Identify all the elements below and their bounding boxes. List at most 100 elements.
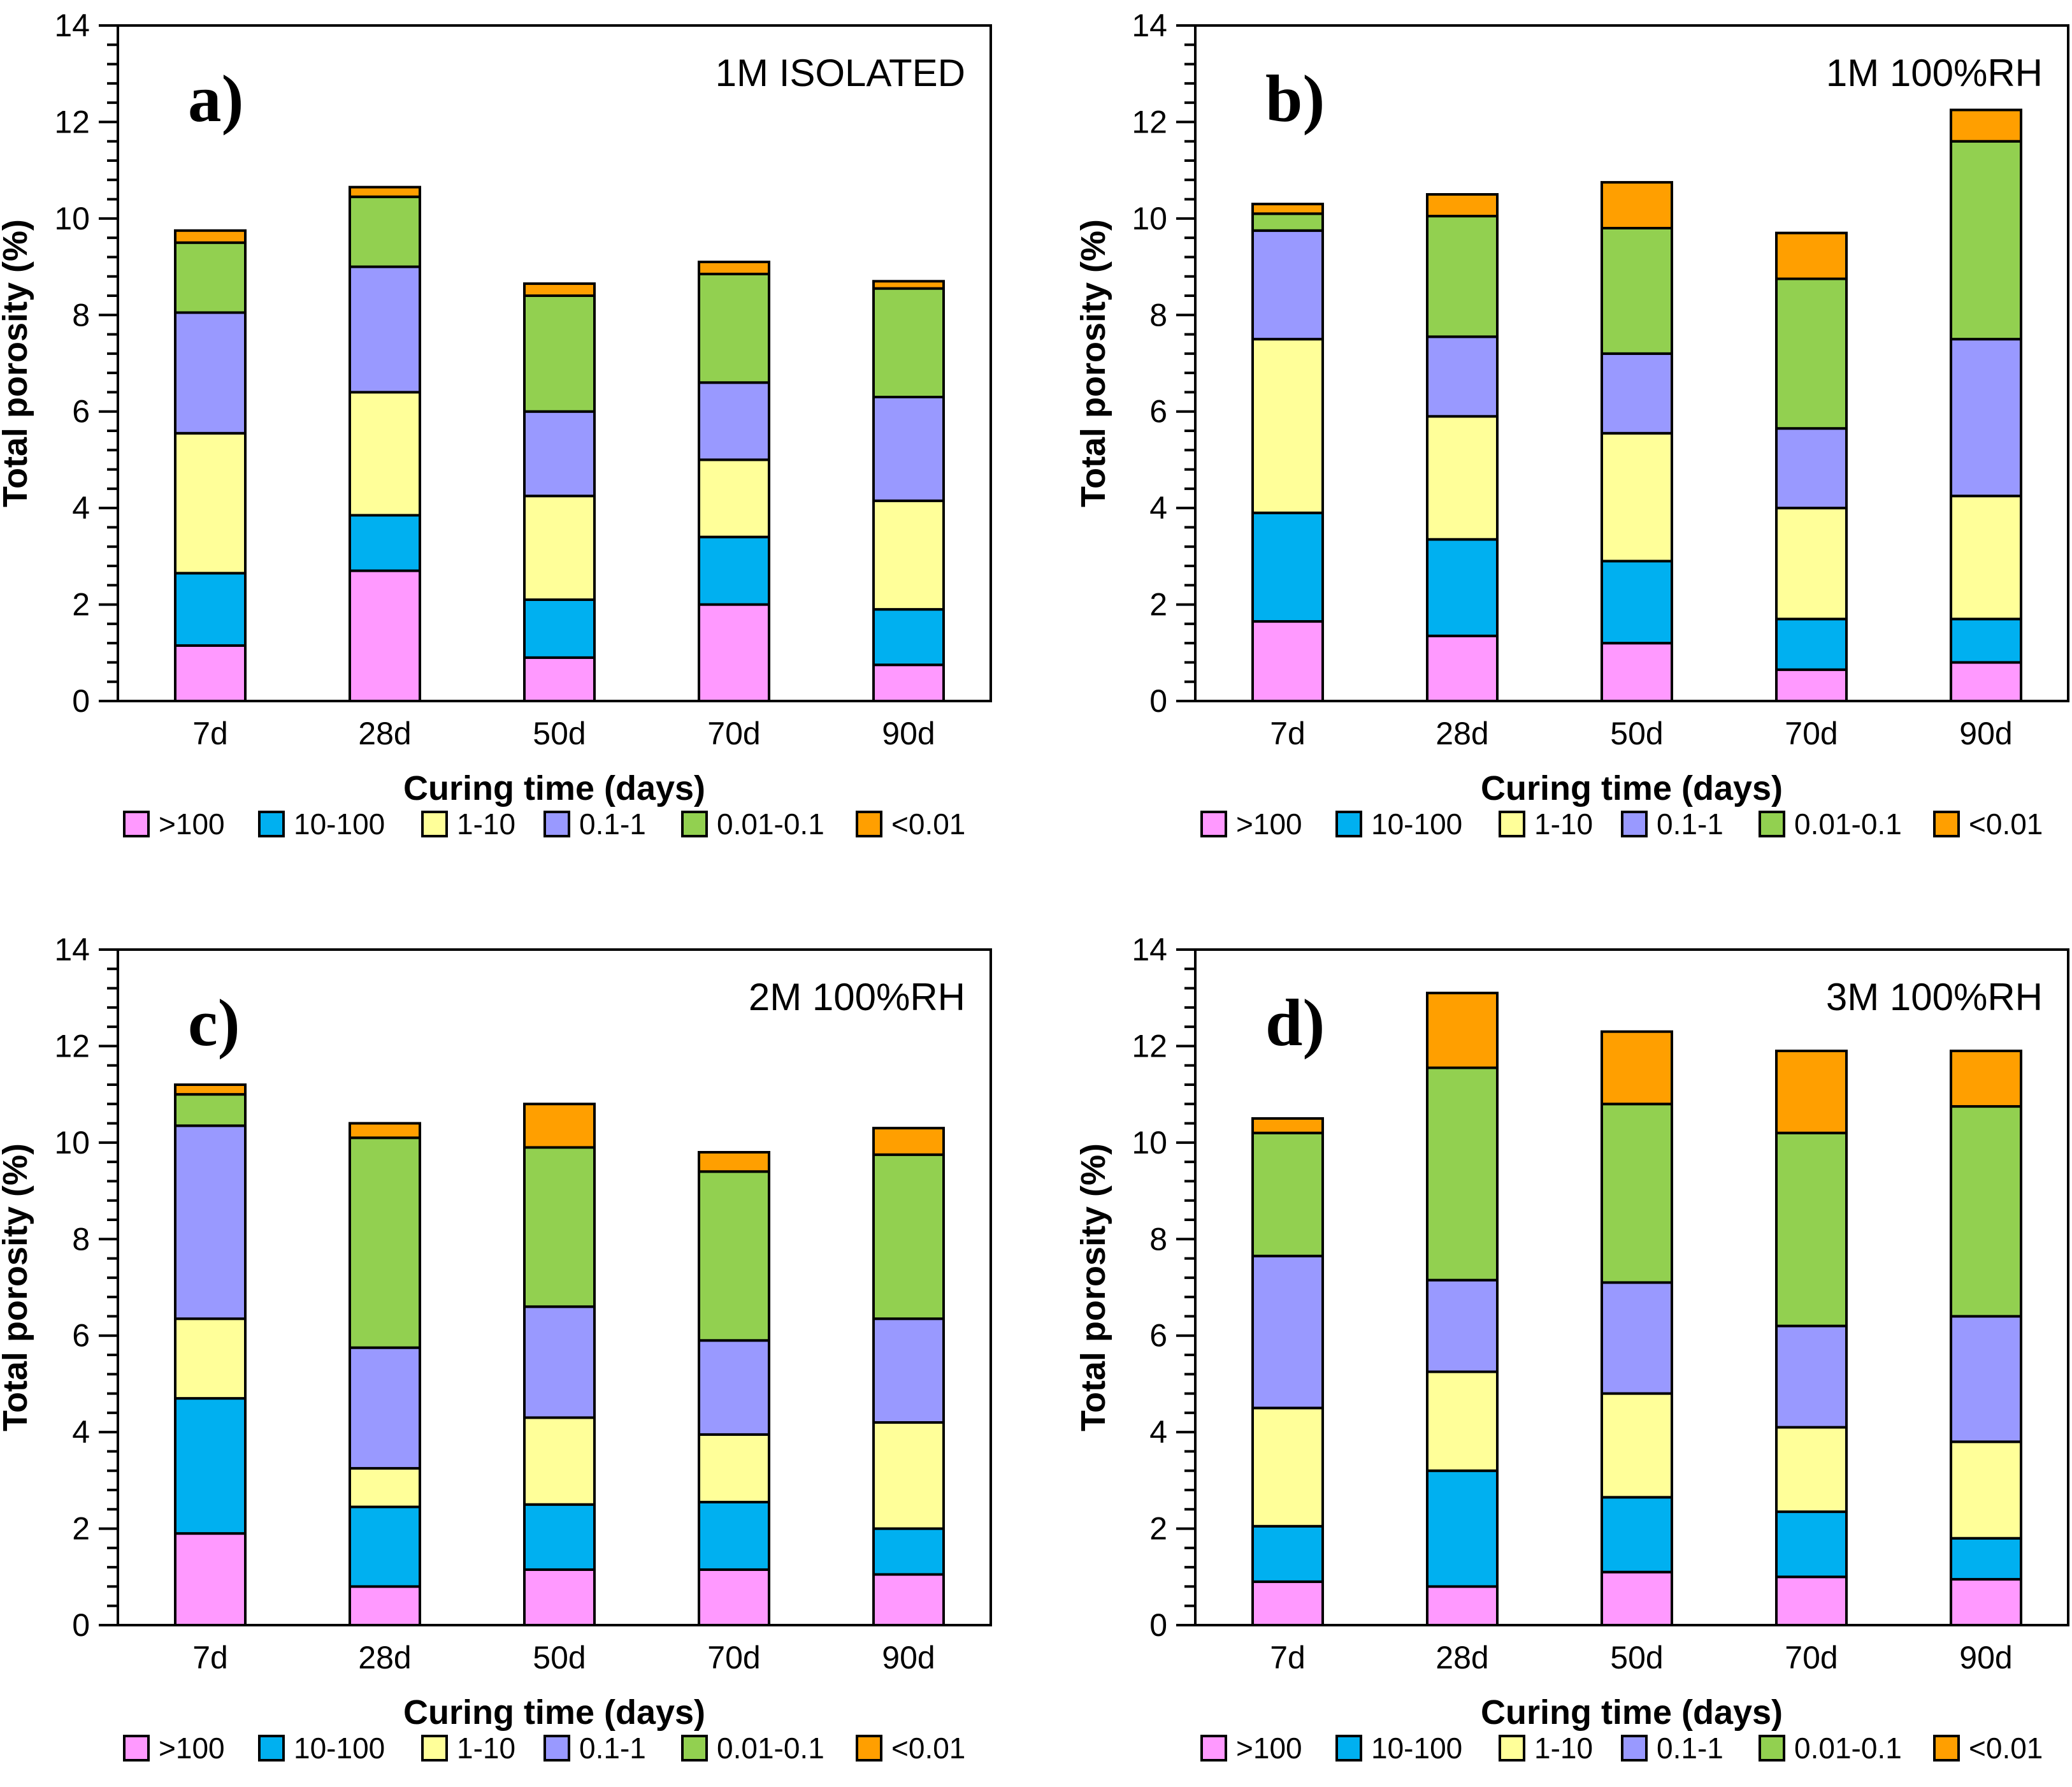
bar-segment [1601, 352, 1673, 435]
bar-segment [698, 1151, 770, 1173]
y-tick-label: 4 [1149, 1414, 1167, 1450]
bar-segment [1775, 1131, 1848, 1328]
bar-segment [698, 603, 770, 702]
chart-panel-a: 0 2 4 6 8 10 12 14 7d 28d 50d 70d 90d a) 1M ISOLATED Cu… [0, 0, 1036, 893]
legend-swatch-green [681, 811, 708, 837]
x-axis-title: Curing time (days) [403, 1693, 705, 1732]
legend-label: <0.01 [891, 807, 965, 841]
y-tick-label: 8 [72, 297, 90, 333]
bar-segment [872, 287, 945, 398]
bar-segment [1950, 661, 2022, 703]
bar-segment [1426, 634, 1499, 702]
bar-segment [523, 1503, 596, 1571]
panel-letter: b) [1265, 61, 1325, 136]
legend-swatch-orange [856, 811, 882, 837]
bar-segment [1426, 1066, 1499, 1282]
bar-segment [872, 1153, 945, 1320]
bar-segment [349, 265, 421, 394]
bar-segment [174, 431, 247, 575]
bar-segment [1950, 1578, 2022, 1626]
chart-svg-c: 0 2 4 6 8 10 12 14 7d 28d 50d 70d 90d c) 2M 100%RH Curi… [0, 932, 992, 1765]
y-tick-label: 0 [1149, 1607, 1167, 1643]
bar-segment [698, 1433, 770, 1503]
bar-segment [872, 1127, 945, 1156]
y-tick-label: 6 [72, 394, 90, 430]
y-tick-label: 8 [72, 1221, 90, 1257]
legend-label: >100 [1236, 1732, 1302, 1765]
x-category-label: 28d [1435, 1640, 1488, 1675]
bar-segment [523, 1146, 596, 1308]
bar-segment [349, 1346, 421, 1470]
bar-segment [349, 1585, 421, 1627]
plot-border [117, 948, 992, 1626]
y-tick-label: 6 [1149, 394, 1167, 430]
bar-segment [523, 1305, 596, 1419]
bar-28d [349, 185, 421, 702]
y-tick-label: 8 [1149, 297, 1167, 333]
bar-70d [1775, 231, 1848, 703]
y-tick-label: 4 [72, 1414, 90, 1450]
bar-segment [1950, 1537, 2022, 1581]
legend-label: 10-100 [294, 1732, 385, 1765]
bar-segment [1251, 620, 1324, 702]
y-tick-label: 12 [1132, 1028, 1167, 1064]
plot-border [1194, 948, 2069, 1626]
y-axis-title: Total porosity (%) [1074, 1143, 1112, 1431]
panel-letter: c) [188, 985, 240, 1060]
bar-segment [1251, 212, 1324, 232]
bar-segment [1601, 1496, 1673, 1574]
bar-segment [174, 1093, 247, 1127]
y-tick-label: 6 [72, 1318, 90, 1354]
bar-segment [349, 1505, 421, 1588]
legend-label: 10-100 [1371, 1732, 1462, 1765]
legend-swatch-purple [543, 1735, 570, 1762]
legend-label: 1-10 [457, 807, 515, 841]
x-axis-title: Curing time (days) [1481, 769, 1783, 807]
bar-segment [1775, 1510, 1848, 1579]
bar-segment [523, 1416, 596, 1506]
bar-segment [174, 311, 247, 435]
bar-segment [174, 1317, 247, 1400]
legend-swatch-yellow [1499, 811, 1525, 837]
legend-swatch-orange [1933, 1735, 1960, 1762]
bar-segment [1775, 1324, 1848, 1429]
bar-segment [1251, 338, 1324, 514]
legend-swatch-purple [1621, 811, 1648, 837]
bar-segment [1426, 1278, 1499, 1373]
x-category-label: 70d [1785, 716, 1838, 751]
bar-segment [349, 1466, 421, 1508]
bar-segment [174, 644, 247, 703]
bar-segment [872, 1421, 945, 1530]
bar-segment [1426, 193, 1499, 218]
x-category-label: 90d [1959, 716, 2012, 751]
bar-segment [349, 1122, 421, 1139]
bar-segment [698, 261, 770, 275]
bar-segment [698, 1170, 770, 1342]
chart-svg-d: 0 2 4 6 8 10 12 14 7d 28d 50d 70d 90d d) 3M 100%RH Curi… [1074, 932, 2069, 1765]
bar-segment [349, 391, 421, 517]
bar-segment [174, 1397, 247, 1535]
legend-swatch-purple [543, 811, 570, 837]
x-category-label: 7d [1270, 716, 1306, 751]
bar-segment [523, 1568, 596, 1627]
x-axis-title: Curing time (days) [403, 769, 705, 807]
x-category-label: 70d [1785, 1640, 1838, 1675]
y-tick-label: 14 [54, 932, 90, 967]
bar-50d [523, 1103, 596, 1627]
bar-7d [1251, 203, 1324, 702]
bar-segment [872, 608, 945, 667]
bar-segment [1775, 668, 1848, 703]
bar-segment [1426, 1469, 1499, 1588]
y-tick-label: 2 [72, 1511, 90, 1547]
legend: >100 10-100 1-10 0.1-1 0.01-0.1 <0.01 [1200, 807, 2043, 841]
chart-svg-b: 0 2 4 6 8 10 12 14 7d 28d 50d 70d 90d b) 1M 100%RH Curi… [1074, 8, 2069, 841]
bar-segment [1950, 618, 2022, 664]
bar-segment [1950, 1440, 2022, 1540]
legend-swatch-pink [1200, 1735, 1227, 1762]
bar-segment [1601, 1281, 1673, 1395]
bar-segment [523, 598, 596, 659]
bar-segment [1601, 560, 1673, 645]
bar-segment [872, 499, 945, 611]
y-tick-label: 12 [54, 104, 90, 140]
legend-swatch-green [681, 1735, 708, 1762]
